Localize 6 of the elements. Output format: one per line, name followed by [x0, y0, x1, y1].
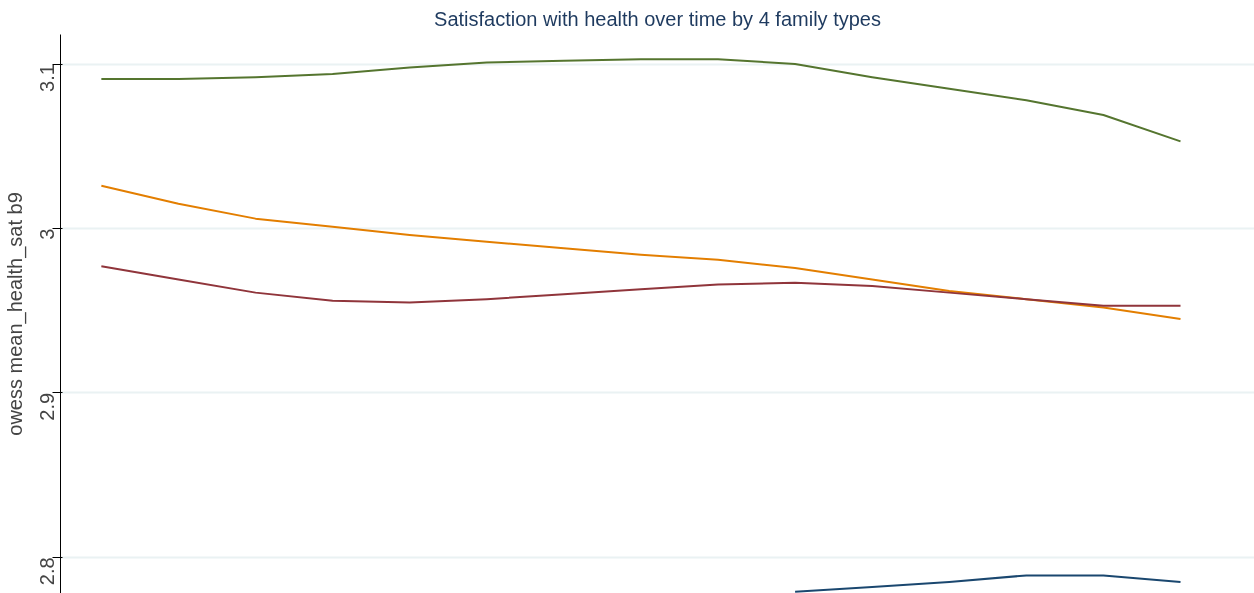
y-tick-label: 3.1	[36, 64, 59, 92]
chart-title: Satisfaction with health over time by 4 family types	[434, 7, 881, 30]
y-axis-title: owess mean_health_sat b9	[3, 192, 27, 436]
y-tick-label: 3	[36, 228, 59, 240]
y-tick-label: 2.8	[36, 557, 59, 586]
y-tick-label: 2.9	[36, 392, 59, 421]
